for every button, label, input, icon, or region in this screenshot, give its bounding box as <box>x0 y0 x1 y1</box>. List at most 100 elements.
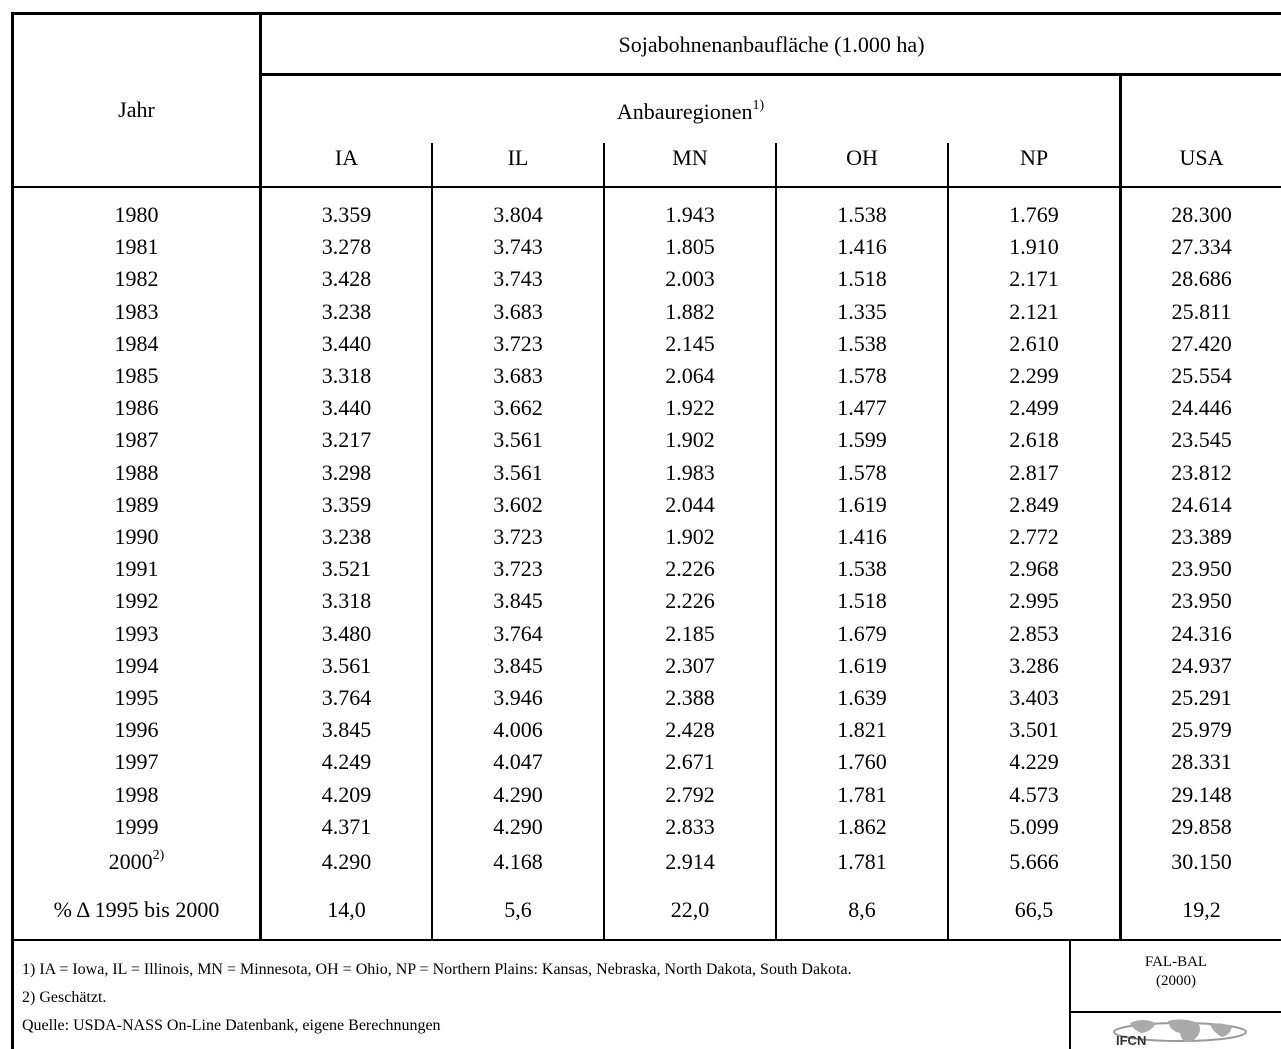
cell: 3.440 <box>321 395 372 421</box>
column-header: USA <box>1179 145 1224 170</box>
year-cell: 1988 <box>114 459 159 485</box>
cell: 2.044 <box>665 491 715 517</box>
cell: 2.849 <box>1009 491 1059 517</box>
cell: 2.428 <box>665 717 715 743</box>
rule <box>259 73 1281 76</box>
cell: 1.882 <box>665 298 715 324</box>
cell: 3.278 <box>321 234 372 260</box>
cell: 2.671 <box>665 749 715 775</box>
cell: 1.922 <box>665 395 715 421</box>
cell: 3.286 <box>1009 652 1059 678</box>
cell: 2.226 <box>665 588 715 614</box>
cell: 4.249 <box>321 749 372 775</box>
cell: 3.723 <box>493 330 543 356</box>
year-cell: 1985 <box>114 363 159 388</box>
cell: 3.683 <box>493 363 543 388</box>
source-note: Quelle: USDA-NASS On-Line Datenbank, eig… <box>22 1017 441 1034</box>
cell: 4.290 <box>493 813 543 839</box>
cell: 3.845 <box>321 717 372 743</box>
cell: 1.639 <box>837 685 887 710</box>
cell: 14,0 <box>327 897 366 922</box>
cell: 29.148 <box>1171 781 1232 807</box>
cell: 1.760 <box>837 749 887 775</box>
cell: 3.764 <box>321 685 372 710</box>
rule <box>11 12 14 1049</box>
year-cell: 1987 <box>114 427 159 453</box>
rule <box>775 143 777 941</box>
column-header: IL <box>507 145 529 170</box>
rule <box>11 12 1281 15</box>
cell: 2.853 <box>1009 620 1059 646</box>
cell: 3.662 <box>493 395 543 421</box>
column-header: IA <box>334 145 359 170</box>
source-year: (2000) <box>1156 973 1196 989</box>
column-header: OH <box>846 145 878 170</box>
cell: 3.946 <box>493 685 543 710</box>
cell: 2.307 <box>665 652 715 678</box>
cell: 5,6 <box>504 897 532 922</box>
cell: 1.477 <box>837 395 887 421</box>
cell: 1.538 <box>837 556 887 582</box>
cell: 1.781 <box>837 849 887 874</box>
cell: 2.388 <box>665 685 715 710</box>
year-cell: 1983 <box>114 298 159 324</box>
change-label: % Δ 1995 bis 2000 <box>53 897 220 922</box>
year-cell: 1992 <box>114 588 159 614</box>
cell: 3.298 <box>321 459 372 485</box>
cell: 4.229 <box>1009 749 1059 775</box>
cell: 3.318 <box>321 363 372 388</box>
cell: 66,5 <box>1014 897 1054 922</box>
cell: 3.723 <box>493 556 543 582</box>
column-header: MN <box>672 145 708 170</box>
cell: 27.420 <box>1171 330 1232 356</box>
cell: 28.300 <box>1171 202 1232 227</box>
cell: 3.403 <box>1009 685 1059 710</box>
cell: 2.772 <box>1009 524 1059 549</box>
cell: 23.389 <box>1171 524 1232 549</box>
cell: 2.499 <box>1009 395 1059 421</box>
cell: 5.099 <box>1009 813 1059 839</box>
rule <box>259 12 262 941</box>
year-cell: 1986 <box>114 395 159 421</box>
logo: IFCN <box>1113 1019 1247 1048</box>
rule <box>1069 1011 1281 1013</box>
cell: 1.910 <box>1009 234 1059 260</box>
cell: 1.902 <box>665 524 715 549</box>
cell: 30.150 <box>1171 849 1232 874</box>
cell: 1.769 <box>1009 202 1059 227</box>
footnote-mark: 2) <box>152 848 165 863</box>
cell: 25.291 <box>1171 685 1232 710</box>
logo-text: IFCN <box>1116 1033 1146 1048</box>
cell: 22,0 <box>670 897 710 922</box>
cell: 1.578 <box>837 459 887 485</box>
cell: 3.359 <box>321 202 372 227</box>
cell: 3.501 <box>1009 717 1059 743</box>
cell: 4.209 <box>321 781 372 807</box>
cell: 2.618 <box>1009 427 1059 453</box>
footnote-mark: 1) <box>752 98 765 113</box>
cell: 2.121 <box>1009 298 1059 324</box>
cell: 28.331 <box>1171 749 1232 775</box>
cell: 1.805 <box>665 234 715 260</box>
cell: 3.521 <box>321 556 372 582</box>
cell: 3.845 <box>493 588 543 614</box>
year-cell: 1997 <box>114 749 159 775</box>
cell: 3.561 <box>493 459 543 485</box>
cell: 1.599 <box>837 427 887 453</box>
cell: 1.619 <box>837 491 887 517</box>
year-header: Jahr <box>118 97 155 122</box>
cell: 1.578 <box>837 363 887 388</box>
cell: 2.833 <box>665 813 715 839</box>
cell: 3.561 <box>493 427 543 453</box>
cell: 3.428 <box>321 266 372 292</box>
cell: 3.743 <box>493 266 543 292</box>
cell: 1.862 <box>837 813 887 839</box>
footnote: 1) IA = Iowa, IL = Illinois, MN = Minnes… <box>22 961 852 978</box>
footnote: 2) Geschätzt. <box>22 989 107 1006</box>
cell: 1.518 <box>837 266 887 292</box>
cell: 2.968 <box>1009 556 1059 582</box>
cell: 1.943 <box>665 202 715 227</box>
rule <box>603 143 605 941</box>
cell: 3.561 <box>321 652 372 678</box>
